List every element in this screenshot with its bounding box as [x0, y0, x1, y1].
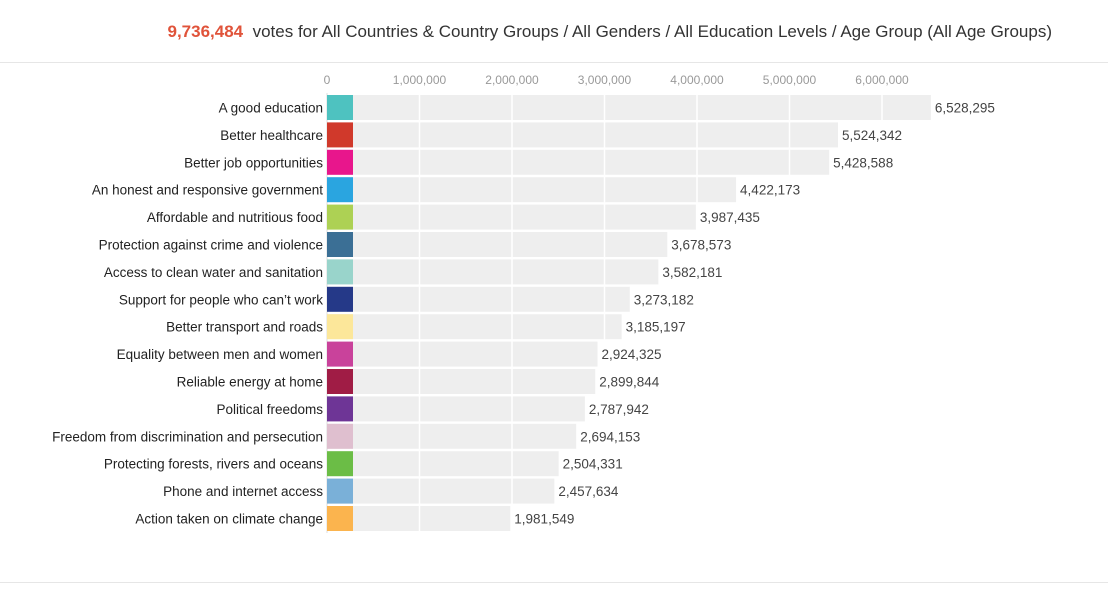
category-label: Access to clean water and sanitation: [104, 265, 323, 280]
header-title: 9,736,484 votes for All Countries & Coun…: [168, 22, 1053, 42]
x-tick-label: 2,000,000: [485, 73, 539, 87]
category-label: Phone and internet access: [163, 484, 323, 499]
value-label: 3,582,181: [662, 265, 722, 280]
value-label: 3,273,182: [634, 292, 694, 307]
value-label: 3,185,197: [626, 320, 686, 335]
bar[interactable]: [327, 478, 555, 504]
value-label: 6,528,295: [935, 101, 995, 116]
color-swatch: [327, 423, 353, 449]
x-tick-label: 5,000,000: [763, 73, 817, 87]
color-swatch: [327, 122, 353, 148]
category-label: Equality between men and women: [117, 347, 323, 362]
bar[interactable]: [327, 506, 511, 531]
total-votes-count: 9,736,484: [167, 22, 244, 41]
bar[interactable]: [327, 369, 596, 394]
bar[interactable]: [327, 423, 577, 449]
color-swatch: [327, 95, 353, 120]
x-tick-label: 3,000,000: [578, 73, 632, 87]
color-swatch: [327, 451, 353, 477]
x-tick-label: 4,000,000: [670, 73, 724, 87]
category-label: Freedom from discrimination and persecut…: [52, 429, 323, 444]
value-label: 2,924,325: [602, 347, 662, 362]
category-label: A good education: [219, 101, 323, 116]
bar[interactable]: [327, 314, 622, 340]
value-label: 3,987,435: [700, 210, 760, 225]
color-swatch: [327, 341, 353, 367]
color-swatch: [327, 204, 353, 230]
bar[interactable]: [327, 149, 830, 175]
bar[interactable]: [327, 177, 737, 203]
color-swatch: [327, 232, 353, 257]
color-swatch: [327, 149, 353, 175]
category-label: Action taken on climate change: [135, 512, 323, 527]
value-label: 4,422,173: [740, 183, 800, 198]
category-label: Affordable and nutritious food: [147, 210, 323, 225]
value-label: 2,899,844: [599, 375, 660, 390]
category-label: Political freedoms: [216, 402, 323, 417]
bar[interactable]: [327, 259, 659, 285]
x-tick-label: 0: [324, 73, 331, 87]
color-swatch: [327, 177, 353, 203]
bar[interactable]: [327, 286, 630, 312]
color-swatch: [327, 314, 353, 340]
color-swatch: [327, 506, 353, 531]
value-label: 3,678,573: [671, 238, 731, 253]
color-swatch: [327, 369, 353, 394]
category-label: Reliable energy at home: [177, 375, 323, 390]
footer-divider: [0, 582, 1108, 583]
color-swatch: [327, 478, 353, 504]
value-label: 5,524,342: [842, 128, 902, 143]
color-swatch: [327, 286, 353, 312]
value-label: 1,981,549: [514, 512, 574, 527]
category-label: Better transport and roads: [166, 320, 323, 335]
header-description: votes for All Countries & Country Groups…: [252, 22, 1052, 41]
category-label: Better healthcare: [220, 128, 323, 143]
category-label: Better job opportunities: [184, 155, 323, 170]
x-tick-label: 1,000,000: [393, 73, 447, 87]
category-label: Protection against crime and violence: [99, 238, 323, 253]
bar-chart: 0 1,000,000 2,000,000 3,000,000 4,000,000 5,0…: [52, 73, 995, 533]
category-label: An honest and responsive government: [92, 183, 323, 198]
value-label: 2,694,153: [580, 429, 640, 444]
value-label: 2,457,634: [558, 484, 619, 499]
value-label: 2,787,942: [589, 402, 649, 417]
bar[interactable]: [327, 232, 668, 257]
bar[interactable]: [327, 451, 559, 477]
category-label: Protecting forests, rivers and oceans: [104, 457, 323, 472]
chart-header: 9,736,484 votes for All Countries & Coun…: [0, 0, 1108, 63]
value-label: 2,504,331: [563, 457, 623, 472]
bar[interactable]: [327, 95, 931, 120]
labels-group: 0 1,000,000 2,000,000 3,000,000 4,000,000 5,0…: [52, 73, 995, 531]
color-swatch: [327, 396, 353, 422]
value-label: 5,428,588: [833, 155, 893, 170]
category-label: Support for people who can’t work: [119, 292, 323, 307]
bar[interactable]: [327, 341, 598, 367]
color-swatch: [327, 259, 353, 285]
bar[interactable]: [327, 122, 839, 148]
x-tick-label: 6,000,000: [855, 73, 909, 87]
bar[interactable]: [327, 396, 585, 422]
